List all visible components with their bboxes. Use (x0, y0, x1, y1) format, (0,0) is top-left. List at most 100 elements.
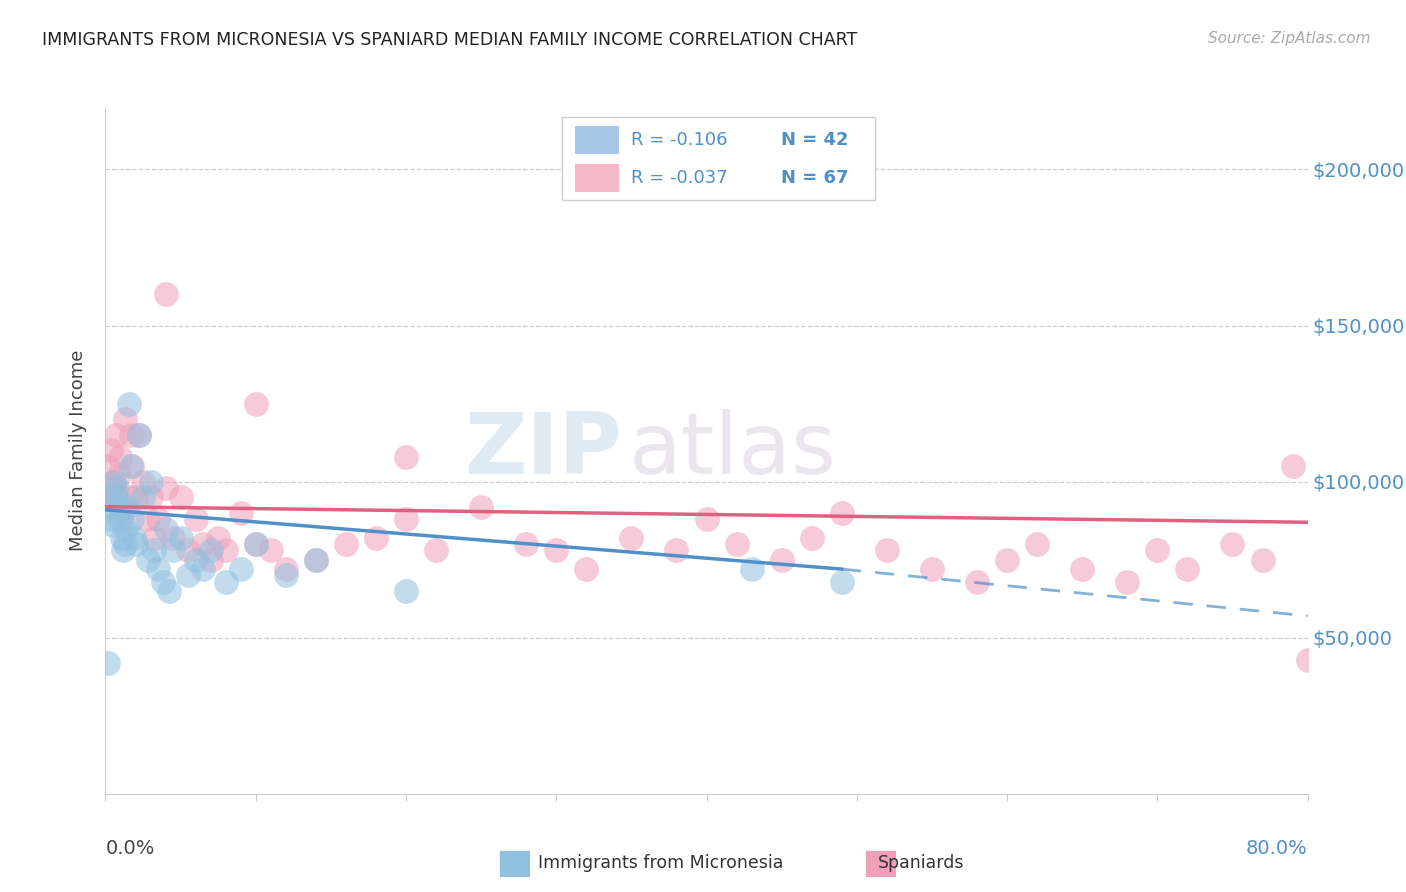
Text: Spaniards: Spaniards (877, 855, 965, 872)
Point (128, 427, 150, 442)
Point (110, 500, 132, 514)
Point (128, 427, 150, 442)
Text: IMMIGRANTS FROM MICRONESIA VS SPANIARD MEDIAN FAMILY INCOME CORRELATION CHART: IMMIGRANTS FROM MICRONESIA VS SPANIARD M… (42, 31, 858, 49)
Point (725, 537, 748, 551)
FancyBboxPatch shape (562, 118, 875, 200)
Point (132, 475, 155, 489)
Point (364, 531, 387, 545)
Point (200, 552, 222, 567)
Point (191, 537, 214, 551)
Point (104, 490, 127, 504)
Point (1026, 537, 1049, 551)
Point (97, 656, 120, 670)
Point (876, 543, 898, 558)
Text: 0.0%: 0.0% (105, 838, 155, 857)
Point (155, 481, 177, 495)
Text: N = 67: N = 67 (782, 169, 849, 186)
Point (157, 583, 180, 598)
Point (395, 512, 418, 526)
Point (112, 500, 135, 514)
Point (117, 500, 139, 514)
Point (395, 450, 418, 464)
Point (110, 450, 132, 464)
Point (169, 490, 191, 504)
Text: 80.0%: 80.0% (1246, 838, 1308, 857)
Point (100, 443, 122, 458)
Point (146, 512, 169, 526)
Point (136, 512, 159, 526)
Point (139, 475, 162, 489)
Point (274, 562, 297, 576)
Point (114, 412, 136, 426)
Point (104, 427, 127, 442)
Point (124, 537, 146, 551)
Point (107, 490, 129, 504)
Point (214, 543, 236, 558)
Point (966, 574, 988, 589)
Point (101, 518, 124, 533)
Point (741, 562, 763, 576)
Point (425, 543, 447, 558)
Point (1222, 537, 1244, 551)
FancyBboxPatch shape (499, 850, 530, 877)
Point (114, 537, 136, 551)
Point (115, 521, 138, 535)
Text: Source: ZipAtlas.com: Source: ZipAtlas.com (1208, 31, 1371, 46)
Text: R = -0.106: R = -0.106 (631, 130, 727, 149)
Point (111, 512, 134, 526)
Point (121, 512, 143, 526)
Point (177, 568, 200, 582)
Point (575, 562, 598, 576)
FancyBboxPatch shape (575, 127, 619, 153)
Point (207, 531, 229, 545)
Point (191, 562, 214, 576)
Point (121, 458, 143, 473)
Point (162, 543, 184, 558)
Point (1175, 562, 1198, 576)
Point (665, 543, 688, 558)
Point (122, 531, 145, 545)
Point (546, 543, 568, 558)
Point (152, 574, 174, 589)
Y-axis label: Median Family Income: Median Family Income (69, 350, 87, 551)
Point (245, 537, 267, 551)
Point (470, 500, 492, 514)
Point (101, 475, 124, 489)
FancyBboxPatch shape (575, 164, 619, 192)
Point (770, 552, 793, 567)
Text: Immigrants from Micronesia: Immigrants from Micronesia (538, 855, 783, 872)
Point (103, 475, 125, 489)
Point (274, 568, 297, 582)
Point (108, 512, 131, 526)
Point (184, 552, 207, 567)
Point (1146, 543, 1168, 558)
Point (103, 481, 125, 495)
Point (305, 552, 328, 567)
Text: ZIP: ZIP (464, 409, 623, 492)
Point (132, 490, 155, 504)
Point (1116, 574, 1139, 589)
Point (118, 396, 141, 410)
Point (120, 458, 142, 473)
Point (831, 506, 853, 520)
Point (696, 512, 718, 526)
Point (136, 552, 159, 567)
Point (995, 552, 1018, 567)
Point (155, 521, 177, 535)
Point (162, 531, 184, 545)
Point (184, 512, 207, 526)
FancyBboxPatch shape (865, 850, 896, 877)
Point (335, 537, 357, 551)
Point (97, 458, 120, 473)
Point (142, 531, 165, 545)
Point (245, 537, 267, 551)
Point (1296, 653, 1319, 667)
Point (305, 552, 328, 567)
Point (98, 512, 121, 526)
Point (142, 543, 165, 558)
Point (112, 543, 135, 558)
Point (1071, 562, 1094, 576)
Point (245, 396, 267, 410)
Point (100, 500, 122, 514)
Point (229, 562, 252, 576)
